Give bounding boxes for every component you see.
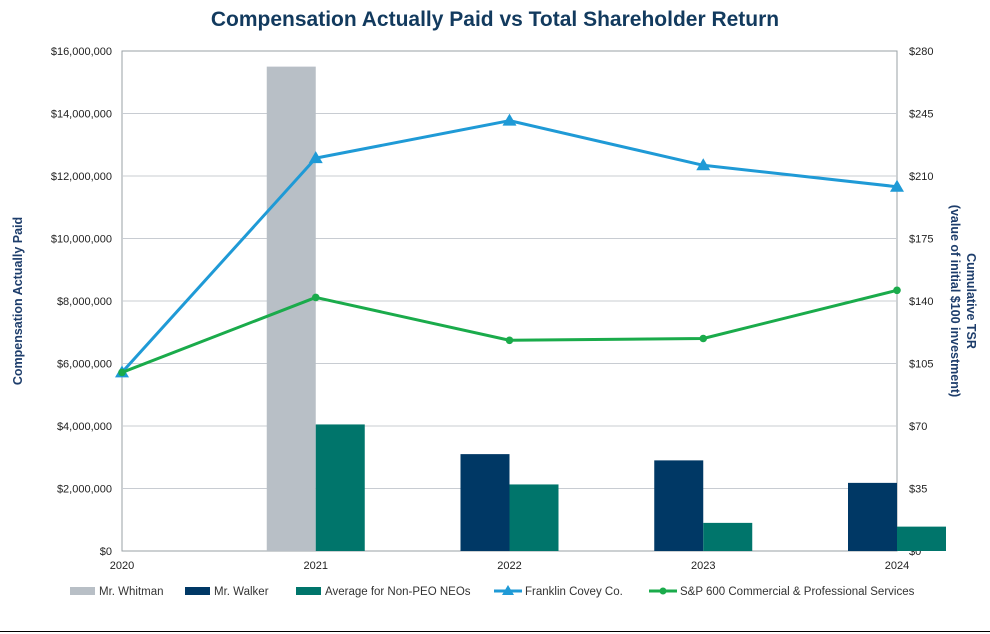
marker-s-p-600-commercial-professional-services-2022 bbox=[505, 336, 514, 345]
right-tick-label: $245 bbox=[909, 109, 933, 121]
legend-label-franklin-covey-co-: Franklin Covey Co. bbox=[525, 586, 623, 598]
marker-franklin-covey-co--2022 bbox=[502, 113, 517, 126]
right-axis-title-line2: (value of initial $100 investment) bbox=[948, 205, 962, 397]
bar-mr-whitman-2021 bbox=[266, 66, 316, 551]
left-tick-label: $12,000,000 bbox=[51, 171, 112, 183]
x-tick-label: 2023 bbox=[691, 560, 715, 572]
line-franklin-covey-co- bbox=[120, 119, 898, 374]
bar-average-for-non-peo-neos-2024 bbox=[897, 526, 946, 551]
legend-swatch-mr-whitman bbox=[70, 587, 95, 595]
marker-s-p-600-commercial-professional-services-2024 bbox=[893, 286, 901, 295]
right-tick-label: $35 bbox=[909, 484, 927, 496]
right-tick-label: $105 bbox=[909, 359, 933, 371]
marker-s-p-600-commercial-professional-services-2021 bbox=[311, 293, 320, 302]
right-tick-label: $140 bbox=[909, 296, 933, 308]
left-axis-title: Compensation Actually Paid bbox=[11, 217, 25, 385]
right-axis-title-line1: Cumulative TSR bbox=[964, 253, 978, 349]
line-s-p-600-commercial-professional-services bbox=[121, 288, 898, 374]
left-tick-label: $14,000,000 bbox=[51, 109, 112, 121]
legend-label-average-for-non-peo-neos: Average for Non-PEO NEOs bbox=[325, 586, 471, 598]
bar-mr-walker-2022 bbox=[460, 454, 510, 551]
bar-average-for-non-peo-neos-2022 bbox=[509, 484, 559, 551]
marker-franklin-covey-co--2021 bbox=[308, 151, 323, 164]
bar-mr-walker-2023 bbox=[654, 460, 704, 551]
legend-label-mr-walker: Mr. Walker bbox=[214, 586, 269, 598]
marker-franklin-covey-co--2023 bbox=[696, 158, 711, 171]
right-tick-label: $210 bbox=[909, 171, 933, 183]
legend-marker-franklin-covey-co- bbox=[502, 585, 514, 595]
left-tick-label: $6,000,000 bbox=[57, 359, 112, 371]
x-tick-label: 2022 bbox=[497, 560, 521, 572]
left-tick-label: $4,000,000 bbox=[57, 421, 112, 433]
bar-average-for-non-peo-neos-2021 bbox=[315, 424, 365, 551]
left-tick-label: $0 bbox=[100, 546, 112, 558]
x-tick-label: 2024 bbox=[885, 560, 909, 572]
legend-marker-s-p-600-commercial-professional-services bbox=[659, 587, 667, 595]
right-tick-label: $70 bbox=[909, 421, 927, 433]
left-tick-label: $10,000,000 bbox=[51, 234, 112, 246]
left-tick-label: $16,000,000 bbox=[51, 46, 112, 58]
left-tick-label: $8,000,000 bbox=[57, 296, 112, 308]
marker-franklin-covey-co--2024 bbox=[890, 179, 904, 192]
legend: Mr. Whitman Mr. Walker Average for Non-PEO… bbox=[70, 585, 915, 598]
legend-swatch-average-for-non-peo-neos bbox=[296, 587, 321, 595]
marker-s-p-600-commercial-professional-services-2023 bbox=[699, 334, 708, 343]
x-tick-label: 2020 bbox=[110, 560, 134, 572]
bottom-divider bbox=[0, 631, 990, 632]
x-tick-label: 2021 bbox=[304, 560, 328, 572]
bar-mr-walker-2024 bbox=[848, 482, 897, 551]
marker-s-p-600-commercial-professional-services-2020 bbox=[118, 368, 126, 377]
chart-title: Compensation Actually Paid vs Total Shar… bbox=[210, 8, 780, 31]
left-tick-label: $2,000,000 bbox=[57, 484, 112, 496]
right-tick-label: $175 bbox=[909, 234, 933, 246]
legend-label-s-p-600-commercial-professional-services: S&P 600 Commercial & Professional Servic… bbox=[680, 586, 915, 598]
legend-swatch-mr-walker bbox=[185, 587, 210, 595]
legend-label-mr-whitman: Mr. Whitman bbox=[99, 586, 164, 598]
right-tick-label: $280 bbox=[909, 46, 933, 58]
bar-average-for-non-peo-neos-2023 bbox=[703, 522, 753, 551]
